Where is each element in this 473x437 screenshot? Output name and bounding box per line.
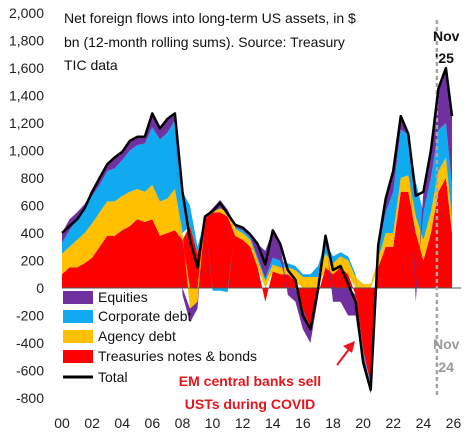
legend: Equities Corporate debt Agency debt Trea… (63, 289, 257, 385)
covid-annotation: EM central banks sell USTs during COVID (179, 341, 355, 412)
x-tick-label: 06 (145, 415, 161, 431)
area-treasuries-notes-bonds (62, 178, 452, 385)
y-tick-label: 400 (21, 225, 45, 241)
y-tick-label: 800 (21, 170, 45, 186)
covid-annotation-line-1: EM central banks sell (179, 373, 321, 389)
x-tick-label: 04 (114, 415, 130, 431)
total-layer (61, 66, 454, 392)
chart-title-line-3: TIC data (64, 57, 118, 73)
x-tick-label: 02 (84, 415, 100, 431)
legend-swatch-equities (63, 291, 93, 304)
chart-title-line-1: Net foreign flows into long-term US asse… (64, 10, 356, 26)
y-tick-label: 200 (21, 253, 45, 269)
x-tick-label: 10 (205, 415, 221, 431)
legend-label-total: Total (98, 369, 128, 385)
x-tick-label: 20 (355, 415, 371, 431)
y-tick-label: 1,800 (9, 33, 44, 49)
x-tick-label: 22 (385, 415, 401, 431)
x-tick-label: 14 (265, 415, 281, 431)
x-tick-label: 26 (446, 415, 462, 431)
y-tick-label: -400 (16, 335, 44, 351)
y-tick-label: 1,000 (9, 143, 44, 159)
legend-label-agency-debt: Agency debt (98, 328, 176, 344)
y-tick-label: -800 (16, 390, 44, 406)
legend-swatch-corporate-debt (63, 310, 93, 323)
covid-annotation-line-2: USTs during COVID (185, 396, 315, 412)
covid-arrow-head (343, 341, 355, 353)
y-tick-label: 1,400 (9, 88, 44, 104)
x-tick-label: 16 (295, 415, 311, 431)
legend-swatch-treasuries (63, 350, 93, 363)
y-tick-label: 1,200 (9, 115, 44, 131)
y-tick-label: 1,600 (9, 60, 44, 76)
x-tick-label: 12 (235, 415, 251, 431)
stacked-areas (62, 68, 452, 394)
y-tick-label: 600 (21, 198, 45, 214)
line-total (61, 66, 454, 392)
covid-arrow-shaft (336, 347, 351, 366)
y-tick-label: 2,000 (9, 5, 44, 21)
legend-label-treasuries: Treasuries notes & bonds (98, 348, 257, 364)
axes: 2,000 1,800 1,600 1,400 1,200 1,000 800 600 400 2… (9, 5, 462, 431)
chart-title-line-2: bn (12-month rolling sums). Source: Trea… (64, 34, 345, 50)
x-tick-label: 24 (416, 415, 432, 431)
area-equities (62, 68, 452, 394)
area-corporate-debt (62, 120, 452, 388)
nov-24-label-line-1: Nov (433, 336, 460, 352)
nov-24-label-line-2: '24 (435, 359, 454, 375)
x-tick-label: 18 (325, 415, 341, 431)
legend-label-equities: Equities (98, 289, 148, 305)
nov-25-label-line-2: '25 (435, 50, 454, 66)
y-tick-label: -200 (16, 308, 44, 324)
legend-label-corporate-debt: Corporate debt (98, 308, 192, 324)
y-tick-label: 0 (36, 280, 44, 296)
legend-swatch-agency-debt (63, 330, 93, 343)
x-tick-label: 08 (175, 415, 191, 431)
nov-25-label-line-1: Nov (433, 28, 460, 44)
x-tick-label: 00 (54, 415, 70, 431)
y-tick-label: -600 (16, 363, 44, 379)
